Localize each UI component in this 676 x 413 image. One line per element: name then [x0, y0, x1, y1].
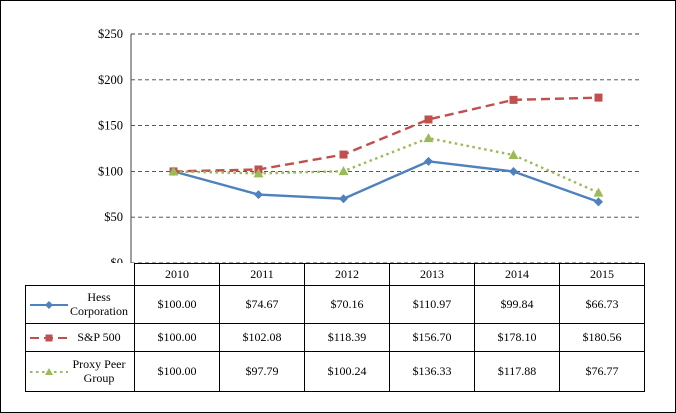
value-cell: $70.16 — [303, 285, 390, 324]
value-cell: $180.56 — [558, 323, 645, 352]
value-cell: $118.39 — [303, 323, 390, 352]
value-cell: $156.70 — [388, 323, 475, 352]
hess-series-key-icon — [28, 297, 70, 313]
legend-label: Hess Corporation — [70, 290, 128, 318]
sp500-series-key-icon — [28, 330, 70, 346]
value-cell: $76.77 — [558, 351, 645, 392]
value-cell: $178.10 — [473, 323, 560, 352]
value-cell: $100.24 — [303, 351, 390, 392]
svg-text:$200: $200 — [98, 73, 123, 87]
value-cell: $100.00 — [133, 285, 220, 324]
legend-cell-sp500: S&P 500 — [25, 323, 135, 352]
legend-label: S&P 500 — [77, 329, 121, 344]
year-header-cell: 2013 — [388, 263, 475, 286]
value-cell: $100.00 — [133, 323, 220, 352]
svg-text:$0: $0 — [111, 256, 124, 263]
value-cell: $102.08 — [218, 323, 305, 352]
legend-cell-hess: Hess Corporation — [25, 285, 135, 324]
svg-text:$150: $150 — [98, 119, 123, 133]
year-header-cell: 2015 — [558, 263, 645, 286]
value-cell: $117.88 — [473, 351, 560, 392]
corner-cell — [25, 263, 135, 286]
legend-label: Proxy Peer Group — [72, 357, 126, 385]
table-row-proxy-peer: Proxy Peer Group $100.00 $97.79 $100.24 … — [25, 351, 645, 392]
value-cell: $97.79 — [218, 351, 305, 392]
proxy-peer-series-key-icon — [28, 364, 70, 380]
value-cell: $66.73 — [558, 285, 645, 324]
line-chart: $0 $50 $100 $150 $200 $250 — [98, 27, 641, 263]
legend-cell-proxy-peer: Proxy Peer Group — [25, 351, 135, 392]
value-cell: $110.97 — [388, 285, 475, 324]
year-header-cell: 2014 — [473, 263, 560, 286]
year-header-cell: 2011 — [218, 263, 305, 286]
value-cell: $100.00 — [133, 351, 220, 392]
value-cell: $74.67 — [218, 285, 305, 324]
table-row-hess: Hess Corporation $100.00 $74.67 $70.16 $… — [25, 285, 645, 324]
data-table: 2010 2011 2012 2013 2014 2015 Hess Corpo… — [25, 263, 645, 392]
svg-text:$100: $100 — [98, 164, 123, 178]
value-cell: $136.33 — [388, 351, 475, 392]
svg-text:$50: $50 — [104, 210, 123, 224]
svg-text:$250: $250 — [98, 27, 123, 41]
year-header-row: 2010 2011 2012 2013 2014 2015 — [25, 263, 645, 286]
year-header-cell: 2010 — [133, 263, 220, 286]
year-header-cell: 2012 — [303, 263, 390, 286]
table-row-sp500: S&P 500 $100.00 $102.08 $118.39 $156.70 … — [25, 323, 645, 352]
value-cell: $99.84 — [473, 285, 560, 324]
